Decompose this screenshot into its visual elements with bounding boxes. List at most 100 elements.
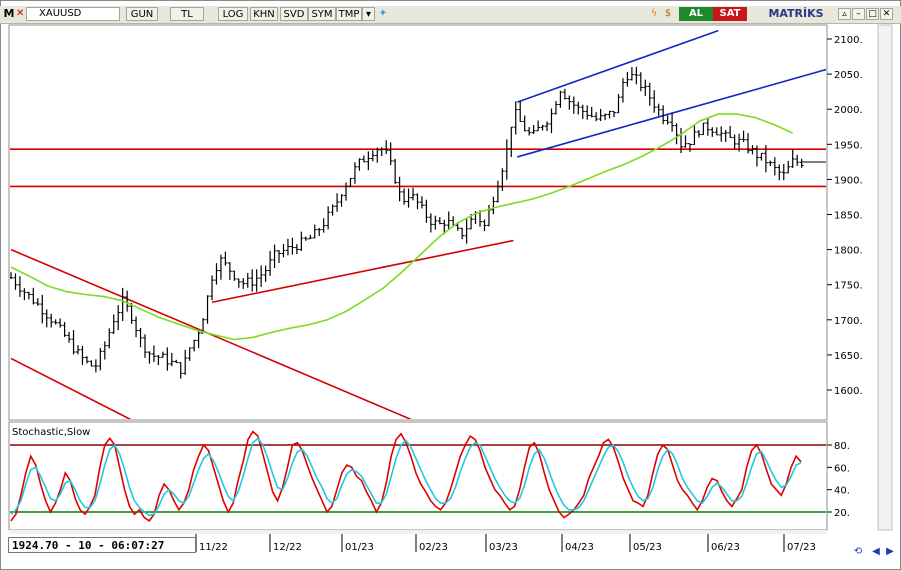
ohlc-bar xyxy=(670,112,675,132)
ohlc-bar xyxy=(312,224,317,239)
x-tick-label: 12/22 xyxy=(273,542,302,553)
ohlc-bar xyxy=(629,67,634,81)
ohlc-bar xyxy=(598,108,603,121)
ohlc-bar xyxy=(187,347,192,361)
chart-toolbar: M ✕ XAUUSD GUN TL LOG KHN SVD SYM TMP ▾ … xyxy=(0,6,901,24)
ohlc-bar xyxy=(701,122,706,136)
ohlc-bar xyxy=(406,188,411,208)
ohlc-bar xyxy=(10,272,13,279)
price-readout: 1924.70 - 10 - 06:07:27 xyxy=(8,537,196,553)
template-button[interactable]: TMP xyxy=(336,7,362,21)
template-dropdown-icon[interactable]: ▾ xyxy=(362,7,375,21)
close-icon[interactable]: ✕ xyxy=(880,8,893,20)
ohlc-bar xyxy=(227,262,232,280)
ohlc-bar xyxy=(759,152,764,161)
ohlc-bar xyxy=(754,145,759,167)
price-y-tick-label: 1800. xyxy=(834,246,863,257)
twitter-icon[interactable]: ✦ xyxy=(378,8,388,19)
ohlc-bar xyxy=(553,101,558,115)
price-y-tick-label: 1600. xyxy=(834,386,863,397)
ohlc-bar xyxy=(205,295,210,324)
ohlc-bar xyxy=(93,359,98,373)
ohlc-bar xyxy=(495,180,500,203)
scroll-up-icon[interactable]: ▵ xyxy=(838,8,851,20)
ohlc-bar xyxy=(321,218,326,233)
currency-button[interactable]: TL xyxy=(170,7,204,21)
sym-button[interactable]: SYM xyxy=(308,7,336,21)
khn-button[interactable]: KHN xyxy=(250,7,278,21)
ohlc-bar xyxy=(768,160,773,167)
ohlc-bar xyxy=(17,276,22,297)
ohlc-bar xyxy=(647,82,652,106)
refresh-icon[interactable]: ⟲ xyxy=(853,546,863,557)
maximize-icon[interactable]: □ xyxy=(866,8,879,20)
ohlc-bar xyxy=(129,303,134,324)
brand-logo: MATRİKS xyxy=(768,7,824,20)
ohlc-bar xyxy=(728,125,733,139)
ohlc-bar xyxy=(263,265,268,282)
ohlc-bar xyxy=(589,106,594,118)
log-scale-button[interactable]: LOG xyxy=(218,7,248,21)
ohlc-bar xyxy=(799,158,804,168)
scroll-right-icon[interactable]: ▶ xyxy=(886,546,894,557)
ohlc-bar xyxy=(638,72,643,92)
ohlc-bar xyxy=(750,145,755,155)
vertical-scrollbar[interactable] xyxy=(877,24,893,531)
stoch-d-line xyxy=(10,437,802,517)
ohlc-bar xyxy=(89,360,94,367)
sell-button[interactable]: SAT xyxy=(713,7,747,21)
ohlc-bar xyxy=(518,100,523,123)
ohlc-bar xyxy=(138,327,143,348)
ohlc-bar xyxy=(143,334,148,358)
ohlc-bar xyxy=(357,158,362,171)
ohlc-bar xyxy=(562,88,567,100)
dollar-icon[interactable]: $ xyxy=(664,8,672,19)
ohlc-bar xyxy=(285,238,290,256)
ohlc-bar xyxy=(397,176,402,202)
ohlc-bar xyxy=(223,251,228,266)
ohlc-bar xyxy=(344,182,349,201)
x-tick-label: 06/23 xyxy=(711,542,740,553)
ohlc-bar xyxy=(683,135,688,148)
ohlc-bar xyxy=(393,158,398,184)
ohlc-bar xyxy=(125,290,130,312)
ohlc-bar xyxy=(192,339,197,352)
svd-button[interactable]: SVD xyxy=(280,7,308,21)
stoch-y-tick-label: 60. xyxy=(834,463,850,474)
ohlc-bar xyxy=(299,231,304,252)
ohlc-bar xyxy=(210,275,215,301)
period-button[interactable]: GUN xyxy=(126,7,158,21)
stochastic-title: Stochastic,Slow xyxy=(12,427,90,438)
price-y-tick-label: 1700. xyxy=(834,316,863,327)
price-plot xyxy=(10,29,826,419)
ohlc-bar xyxy=(741,130,746,142)
ohlc-bar xyxy=(527,127,532,136)
buy-button[interactable]: AL xyxy=(679,7,713,21)
ohlc-bar xyxy=(643,79,648,96)
ohlc-bar xyxy=(116,305,121,331)
remove-symbol-icon[interactable]: ✕ xyxy=(16,8,25,19)
ohlc-bar xyxy=(777,164,782,181)
lightning-icon[interactable]: ϟ xyxy=(650,8,658,19)
ohlc-bar xyxy=(772,157,777,176)
ohlc-bar xyxy=(795,154,800,166)
ohlc-bar xyxy=(44,309,49,328)
scroll-left-icon[interactable]: ◀ xyxy=(872,546,880,557)
symbol-field[interactable]: XAUUSD xyxy=(26,7,120,21)
ohlc-bar xyxy=(460,227,465,240)
ohlc-bar xyxy=(259,265,264,287)
ohlc-bar xyxy=(308,234,313,240)
ohlc-bar xyxy=(26,291,31,300)
ohlc-bar xyxy=(375,147,380,163)
ohlc-bar xyxy=(607,110,612,119)
ohlc-bar xyxy=(201,318,206,334)
app-logo[interactable]: M xyxy=(3,7,15,20)
ohlc-bar xyxy=(567,95,572,110)
stoch-y-tick-label: 80. xyxy=(834,441,850,452)
ohlc-bar xyxy=(379,147,384,157)
minimize-icon[interactable]: – xyxy=(852,8,865,20)
ohlc-bar xyxy=(303,236,308,241)
ohlc-bar xyxy=(241,278,246,289)
